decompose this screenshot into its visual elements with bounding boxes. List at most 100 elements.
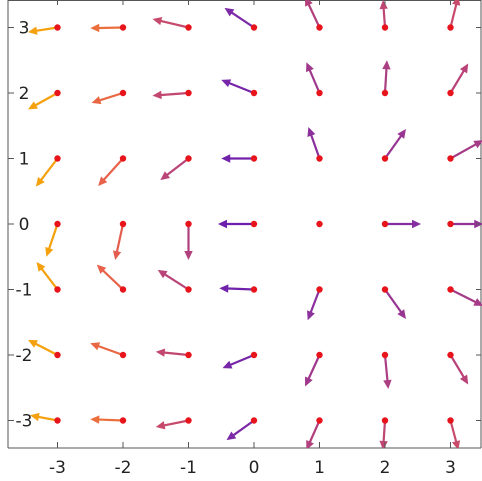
sample-point	[185, 286, 192, 293]
plot-frame	[7, 0, 482, 449]
sample-point	[447, 155, 454, 162]
vector-arrow	[449, 419, 461, 448]
sample-point	[381, 417, 389, 424]
vector-arrow	[305, 353, 321, 387]
vector-arrow	[383, 288, 406, 319]
vector-arrow	[449, 353, 469, 385]
sample-point	[119, 89, 127, 97]
sample-point	[185, 89, 192, 97]
sample-point	[316, 351, 323, 359]
y-tick-label: 1	[19, 150, 30, 170]
vector-arrow	[35, 157, 59, 187]
sample-point	[119, 417, 127, 424]
sample-point	[381, 24, 389, 31]
vector-arrow	[383, 353, 392, 390]
sample-point	[316, 286, 323, 293]
vector-arrow	[90, 342, 125, 357]
vector-arrow	[112, 222, 125, 261]
sample-point	[54, 286, 61, 293]
vector-arrow	[184, 222, 193, 261]
sample-point	[447, 220, 454, 228]
vector-arrow	[28, 91, 59, 110]
sample-point	[54, 155, 61, 162]
vector-arrow	[226, 419, 256, 441]
sample-point	[119, 286, 127, 293]
vector-arrow	[160, 157, 190, 181]
sample-point	[119, 220, 127, 228]
sample-point	[316, 24, 323, 31]
vector-arrow	[306, 419, 321, 448]
sample-point	[185, 417, 192, 424]
sample-point	[381, 351, 389, 359]
vector-arrow	[45, 222, 59, 257]
vector-arrow	[217, 219, 256, 229]
sample-point	[250, 220, 258, 228]
x-tick-label: -1	[180, 458, 197, 478]
vector-arrow	[305, 0, 321, 29]
vector-arrow	[383, 219, 422, 229]
vector-arrow	[90, 23, 125, 33]
vector-arrow	[306, 62, 321, 95]
ticks-layer: -3 -2 -1 0 1 2 3 3 2 1 0 -1 -2 -3	[8, 0, 481, 478]
sample-point	[316, 220, 323, 228]
sample-point	[54, 89, 61, 97]
vector-arrow	[98, 157, 125, 187]
sample-point	[119, 351, 127, 359]
vector-arrow	[90, 415, 125, 424]
sample-point	[250, 89, 258, 97]
x-tick-label: 1	[314, 458, 325, 478]
sample-point	[381, 286, 389, 293]
vector-arrow	[221, 154, 256, 163]
sample-point	[447, 417, 454, 424]
vector-arrow	[307, 127, 321, 160]
y-tick-label: 0	[19, 215, 30, 235]
vector-arrow	[383, 129, 406, 160]
vector-arrow	[382, 60, 391, 95]
vector-arrow	[152, 90, 190, 100]
y-tick-label: 2	[19, 84, 30, 104]
vector-arrow	[96, 264, 125, 291]
x-tick-label: -2	[115, 458, 132, 478]
sample-point	[250, 417, 258, 424]
sample-point	[185, 351, 192, 359]
sample-point	[54, 24, 61, 31]
sample-point	[447, 89, 454, 97]
sample-point	[250, 155, 258, 162]
vector-arrow	[224, 7, 256, 29]
sample-point	[316, 155, 323, 162]
x-tick-label: 0	[249, 458, 260, 478]
vector-arrow	[157, 269, 190, 291]
sample-point	[54, 417, 61, 424]
sample-point	[381, 155, 389, 162]
sample-points-layer	[54, 24, 454, 424]
vector-arrow	[449, 63, 469, 95]
vector-arrow	[219, 284, 256, 293]
vector-arrow	[449, 140, 482, 160]
x-tick-label: 2	[380, 458, 391, 478]
sample-point	[250, 286, 258, 293]
y-tick-label: -2	[16, 346, 33, 366]
sample-point	[185, 155, 192, 162]
sample-point	[250, 351, 258, 359]
x-tick-label: 3	[445, 458, 456, 478]
x-tick-label: -3	[49, 458, 66, 478]
vector-arrow	[91, 91, 125, 105]
y-tick-label: -1	[16, 281, 33, 301]
sample-point	[381, 220, 389, 228]
vector-arrow	[28, 339, 59, 357]
vector-arrow	[222, 353, 256, 369]
arrows-layer	[28, 0, 482, 448]
y-tick-label: 3	[19, 19, 30, 39]
vector-arrow	[36, 261, 59, 291]
vector-arrow	[449, 0, 461, 29]
vector-arrow	[155, 348, 190, 357]
sample-point	[447, 24, 454, 31]
sample-point	[250, 24, 258, 31]
sample-point	[54, 351, 61, 359]
sample-point	[447, 351, 454, 359]
vector-arrow	[449, 288, 482, 306]
sample-point	[316, 417, 323, 424]
sample-point	[119, 155, 127, 162]
